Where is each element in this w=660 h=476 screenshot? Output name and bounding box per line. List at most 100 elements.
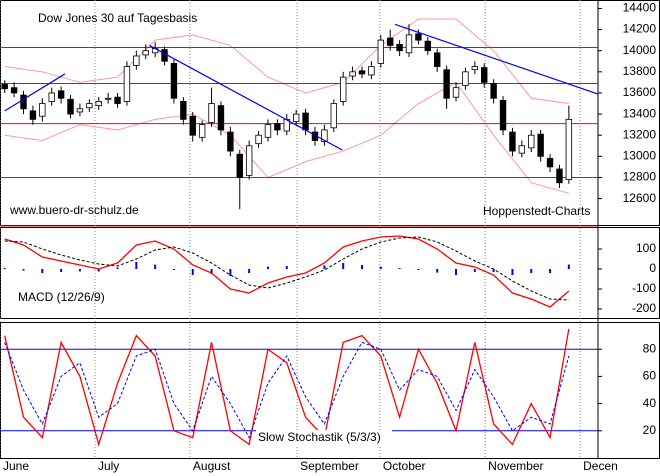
candle-body: [499, 99, 507, 131]
candle-body: [292, 113, 300, 122]
candle-body: [321, 129, 328, 142]
candle-body: [104, 97, 112, 100]
histogram-bar: [323, 265, 326, 269]
y-tick-label: 20: [643, 423, 657, 437]
candle-body: [255, 134, 262, 145]
candle-body: [217, 105, 225, 131]
bollinger-band: [4, 18, 569, 105]
histogram-bar: [135, 262, 138, 269]
histogram-bar: [266, 266, 269, 269]
candle-body: [114, 96, 121, 104]
candle-body: [481, 67, 488, 83]
histogram-bar: [3, 268, 6, 269]
trend-line: [149, 44, 343, 151]
indicator-line: [4, 328, 570, 447]
histogram-bar: [342, 263, 345, 269]
chart-title: Dow Jones 30 auf Tagesbasis: [38, 11, 197, 25]
indicator-line: [4, 236, 569, 301]
candle-body: [339, 76, 347, 102]
indicator-line: [4, 341, 570, 439]
candle-body: [546, 158, 554, 168]
candle-body: [274, 123, 281, 131]
histogram-bar: [530, 269, 533, 273]
candle-body: [424, 40, 432, 52]
candle-body: [377, 39, 385, 64]
candle-body: [86, 103, 93, 109]
candle-body: [518, 145, 526, 154]
y-tick-label: 40: [643, 396, 657, 410]
histogram-bar: [248, 269, 251, 273]
histogram-bar: [567, 264, 570, 269]
histogram-bar: [511, 269, 514, 275]
y-tick-label: 12600: [623, 191, 657, 205]
y-tick-label: -100: [632, 281, 656, 295]
candle-body: [368, 66, 375, 76]
bollinger-band: [4, 81, 569, 194]
candle-body: [462, 71, 469, 86]
candle-body: [264, 124, 272, 138]
candle-body: [161, 49, 168, 62]
x-tick-label: July: [98, 459, 119, 473]
candle-body: [565, 118, 573, 180]
x-tick-label: June: [3, 459, 29, 473]
source-label: www.buero-dr-schulz.de: [9, 203, 139, 217]
y-tick-label: 13200: [623, 127, 657, 141]
candle-body: [405, 34, 413, 54]
y-tick-label: 80: [643, 341, 657, 355]
label-background: [256, 430, 392, 445]
y-tick-label: 13800: [623, 64, 657, 78]
candle-body: [556, 168, 563, 184]
indicator-line: [4, 235, 570, 308]
histogram-bar: [436, 269, 439, 273]
candle-body: [67, 98, 74, 115]
candle-body: [330, 103, 337, 129]
histogram-bar: [455, 269, 458, 275]
candle-body: [452, 87, 460, 98]
x-tick-label: September: [300, 459, 359, 473]
y-tick-label: 60: [643, 369, 657, 383]
candle-body: [10, 87, 18, 94]
histogram-bar: [60, 269, 63, 272]
histogram-bar: [116, 267, 119, 269]
histogram-bar: [398, 268, 401, 269]
histogram-bar: [172, 269, 175, 270]
y-tick-label: 14200: [623, 22, 657, 36]
histogram-bar: [285, 266, 288, 269]
histogram-bar: [473, 269, 476, 272]
candle-body: [471, 66, 479, 71]
histogram-bar: [22, 269, 25, 271]
histogram-bar: [41, 269, 44, 273]
histogram-bar: [549, 269, 552, 273]
histogram-bar: [229, 269, 232, 276]
y-tick-label: 12800: [623, 170, 657, 184]
candle-body: [227, 131, 234, 152]
histogram-bar: [360, 265, 363, 269]
histogram-bar: [97, 269, 100, 272]
candle-body: [57, 90, 65, 99]
candle-body: [509, 131, 516, 152]
panel-title: Slow Stochastik (5/3/3): [258, 430, 381, 444]
histogram-bar: [417, 269, 420, 270]
candle-body: [180, 101, 187, 120]
credit-label: Hoppenstedt-Charts: [483, 204, 590, 218]
x-tick-label: August: [193, 459, 231, 473]
candle-body: [198, 124, 206, 138]
y-tick-label: -200: [632, 301, 656, 315]
y-tick-label: 14400: [623, 1, 657, 15]
candle-body: [208, 103, 215, 123]
candle-body: [48, 92, 55, 102]
candle-body: [434, 52, 441, 67]
candle-body: [245, 145, 253, 176]
y-tick-label: 13600: [623, 85, 657, 99]
x-tick-label: October: [383, 459, 426, 473]
panel-title: MACD (12/26/9): [18, 290, 105, 304]
candle-body: [76, 108, 84, 113]
candle-body: [528, 134, 535, 149]
candle-body: [490, 83, 497, 99]
histogram-bar: [210, 269, 213, 274]
candle-body: [349, 71, 356, 77]
candle-body: [20, 94, 27, 110]
candle-body: [29, 110, 37, 120]
